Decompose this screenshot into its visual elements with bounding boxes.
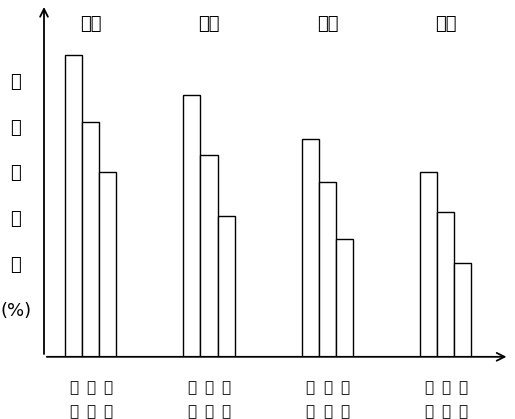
Bar bbox=[82, 122, 99, 357]
Text: 层: 层 bbox=[221, 404, 231, 419]
Text: 重: 重 bbox=[11, 73, 21, 91]
Bar bbox=[420, 172, 437, 357]
Text: 上: 上 bbox=[104, 380, 112, 395]
Text: 上: 上 bbox=[221, 380, 231, 395]
Text: 金: 金 bbox=[11, 119, 21, 137]
Text: 一周: 一周 bbox=[80, 15, 101, 33]
Text: 下: 下 bbox=[306, 380, 315, 395]
Bar bbox=[302, 139, 319, 357]
Bar bbox=[65, 54, 82, 357]
Text: 层: 层 bbox=[187, 404, 197, 419]
Text: 中: 中 bbox=[441, 380, 450, 395]
Bar bbox=[454, 263, 471, 357]
Text: 中: 中 bbox=[204, 380, 214, 395]
Text: 层: 层 bbox=[424, 404, 433, 419]
Text: 下: 下 bbox=[187, 380, 197, 395]
Text: 层: 层 bbox=[323, 404, 332, 419]
Text: 层: 层 bbox=[86, 404, 95, 419]
Text: 中: 中 bbox=[323, 380, 332, 395]
Text: 层: 层 bbox=[458, 404, 468, 419]
Bar bbox=[218, 216, 235, 357]
Text: 层: 层 bbox=[204, 404, 214, 419]
Bar bbox=[319, 182, 336, 357]
Text: (%): (%) bbox=[1, 302, 31, 320]
Text: 属: 属 bbox=[11, 164, 21, 182]
Text: 量: 量 bbox=[11, 256, 21, 274]
Text: 上: 上 bbox=[340, 380, 349, 395]
Text: 层: 层 bbox=[104, 404, 112, 419]
Text: 层: 层 bbox=[441, 404, 450, 419]
Text: 层: 层 bbox=[340, 404, 349, 419]
Text: 中: 中 bbox=[86, 380, 95, 395]
Text: 含: 含 bbox=[11, 210, 21, 228]
Text: 四周: 四周 bbox=[435, 15, 456, 33]
Text: 层: 层 bbox=[69, 404, 78, 419]
Text: 三周: 三周 bbox=[317, 15, 338, 33]
Bar bbox=[200, 155, 218, 357]
Text: 下: 下 bbox=[424, 380, 433, 395]
Bar bbox=[336, 239, 353, 357]
Text: 二周: 二周 bbox=[198, 15, 220, 33]
Text: 上: 上 bbox=[458, 380, 468, 395]
Text: 下: 下 bbox=[69, 380, 78, 395]
Bar bbox=[99, 172, 116, 357]
Bar bbox=[183, 95, 200, 357]
Text: 层: 层 bbox=[306, 404, 315, 419]
Bar bbox=[437, 212, 454, 357]
